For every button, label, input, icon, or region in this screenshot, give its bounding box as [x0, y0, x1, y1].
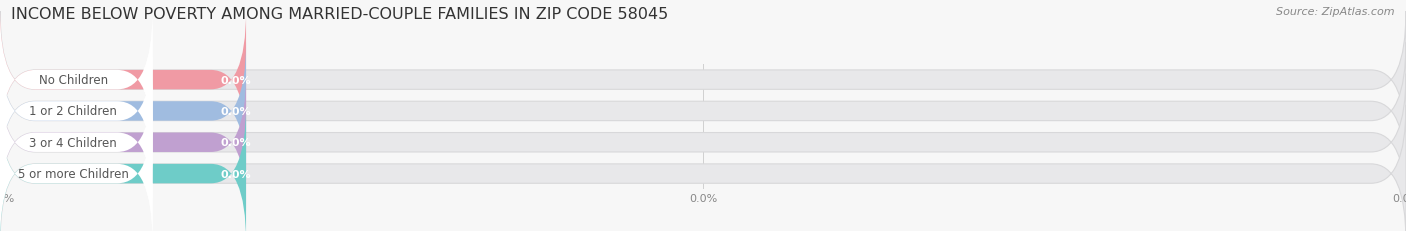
FancyBboxPatch shape: [0, 74, 152, 211]
FancyBboxPatch shape: [0, 43, 152, 180]
Text: 0.0%: 0.0%: [221, 106, 250, 116]
FancyBboxPatch shape: [0, 12, 152, 149]
Text: 3 or 4 Children: 3 or 4 Children: [30, 136, 117, 149]
Text: 0.0%: 0.0%: [221, 169, 250, 179]
FancyBboxPatch shape: [0, 12, 1406, 149]
FancyBboxPatch shape: [0, 106, 152, 231]
FancyBboxPatch shape: [0, 106, 152, 231]
FancyBboxPatch shape: [0, 12, 152, 149]
FancyBboxPatch shape: [0, 43, 152, 180]
Text: Source: ZipAtlas.com: Source: ZipAtlas.com: [1277, 7, 1395, 17]
Text: INCOME BELOW POVERTY AMONG MARRIED-COUPLE FAMILIES IN ZIP CODE 58045: INCOME BELOW POVERTY AMONG MARRIED-COUPL…: [11, 7, 668, 22]
FancyBboxPatch shape: [0, 43, 246, 180]
Text: 0.0%: 0.0%: [221, 138, 250, 148]
FancyBboxPatch shape: [0, 106, 246, 231]
FancyBboxPatch shape: [0, 74, 246, 211]
Text: 0.0%: 0.0%: [221, 75, 250, 85]
FancyBboxPatch shape: [0, 106, 1406, 231]
Text: 5 or more Children: 5 or more Children: [18, 167, 129, 180]
FancyBboxPatch shape: [0, 12, 246, 149]
Text: No Children: No Children: [38, 74, 108, 87]
FancyBboxPatch shape: [0, 74, 152, 211]
FancyBboxPatch shape: [0, 74, 1406, 211]
FancyBboxPatch shape: [0, 43, 1406, 180]
Text: 1 or 2 Children: 1 or 2 Children: [30, 105, 117, 118]
